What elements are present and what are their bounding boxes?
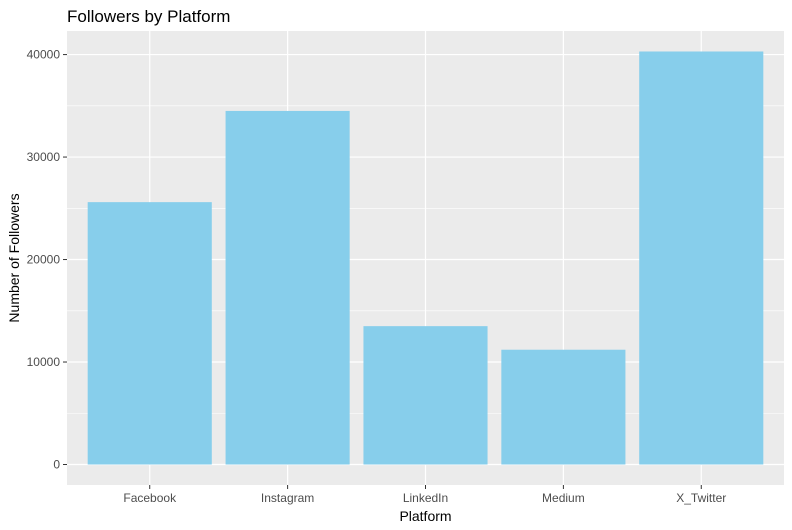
y-tick-label: 20000 bbox=[27, 253, 61, 267]
bar-x-twitter bbox=[639, 51, 764, 465]
x-tick-label: Facebook bbox=[123, 491, 177, 505]
chart-title: Followers by Platform bbox=[67, 7, 230, 26]
x-tick-label: X_Twitter bbox=[676, 491, 726, 505]
y-tick-label: 40000 bbox=[27, 48, 61, 62]
bars bbox=[87, 51, 764, 465]
y-tick-label: 30000 bbox=[27, 150, 61, 164]
y-axis-title: Number of Followers bbox=[6, 193, 22, 322]
bar-facebook bbox=[87, 202, 212, 465]
y-tick-label: 0 bbox=[53, 458, 60, 472]
x-tick-label: Instagram bbox=[261, 491, 314, 505]
x-axis-title: Platform bbox=[399, 508, 451, 524]
x-tick-label: LinkedIn bbox=[403, 491, 448, 505]
bar-instagram bbox=[225, 110, 350, 465]
y-tick-label: 10000 bbox=[27, 355, 61, 369]
x-tick-label: Medium bbox=[542, 491, 585, 505]
bar-medium bbox=[501, 349, 626, 465]
axes: 0 10000 20000 30000 40000 Facebook Instagram Li… bbox=[27, 48, 727, 505]
bar-linkedin bbox=[363, 326, 488, 465]
